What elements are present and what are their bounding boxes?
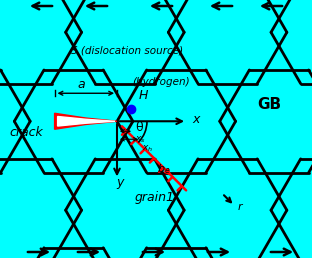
Text: $x_h$: $x_h$ bbox=[142, 143, 153, 154]
Text: $b_e$: $b_e$ bbox=[157, 162, 170, 176]
Text: x: x bbox=[192, 113, 199, 126]
Polygon shape bbox=[58, 116, 115, 126]
Text: $r$: $r$ bbox=[236, 201, 244, 212]
Text: θ: θ bbox=[136, 121, 143, 134]
Text: (hydrogen): (hydrogen) bbox=[132, 77, 190, 87]
Text: crack: crack bbox=[10, 126, 43, 139]
Text: y: y bbox=[116, 176, 124, 189]
Text: H: H bbox=[139, 89, 149, 102]
Text: grain1: grain1 bbox=[135, 191, 175, 204]
Text: GB: GB bbox=[257, 97, 281, 112]
Polygon shape bbox=[55, 113, 117, 129]
Text: S (dislocation source): S (dislocation source) bbox=[71, 45, 183, 55]
Text: $a$: $a$ bbox=[77, 78, 86, 91]
Text: $x_s$: $x_s$ bbox=[135, 134, 146, 145]
